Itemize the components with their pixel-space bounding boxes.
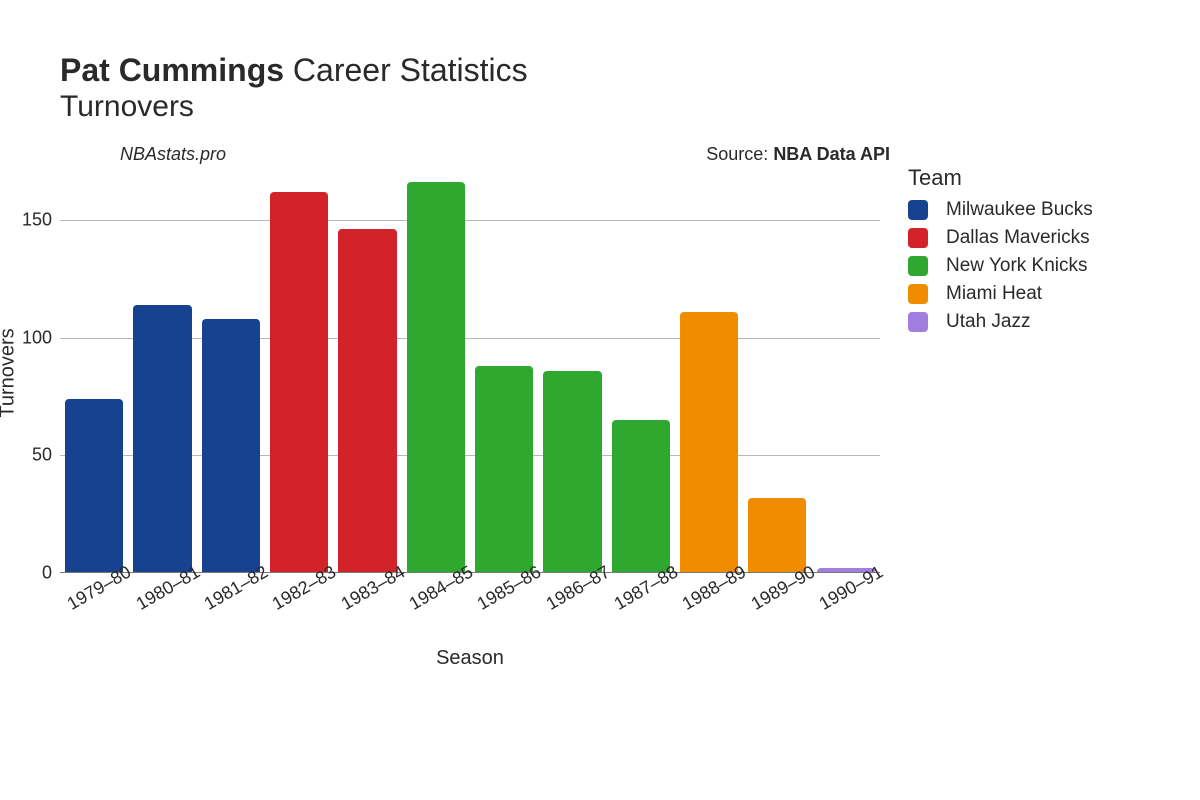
- chart-wrap: Turnovers 050100150 1979–801980–811981–8…: [60, 173, 1160, 670]
- legend-label: Miami Heat: [946, 283, 1042, 305]
- legend-swatch: [908, 200, 928, 220]
- bar: [407, 182, 465, 573]
- bar: [680, 312, 738, 573]
- chart-subtitle: Turnovers: [60, 90, 1160, 124]
- legend-swatch: [908, 312, 928, 332]
- title-block: Pat Cummings Career Statistics Turnovers: [60, 50, 1160, 124]
- legend-items: Milwaukee Bucks Dallas Mavericks New York …: [908, 199, 1093, 333]
- y-tick-label: 0: [42, 563, 60, 584]
- chart-container: Pat Cummings Career Statistics Turnovers…: [0, 0, 1200, 710]
- legend: Team Milwaukee Bucks Dallas Mavericks New …: [908, 165, 1093, 339]
- y-axis-label: Turnovers: [0, 328, 20, 417]
- bar-slot: [60, 399, 128, 573]
- attribution-row: NBAstats.pro Source: NBA Data API: [60, 144, 890, 165]
- source-label: Source:: [706, 144, 773, 164]
- legend-item: Dallas Mavericks: [908, 227, 1093, 249]
- bar: [202, 319, 260, 573]
- legend-swatch: [908, 256, 928, 276]
- title-line-1: Pat Cummings Career Statistics: [60, 50, 1160, 90]
- source-block: Source: NBA Data API: [706, 144, 890, 165]
- bar: [65, 399, 123, 573]
- bar-slot: [607, 420, 675, 573]
- y-tick-label: 50: [32, 445, 60, 466]
- title-suffix: Career Statistics: [284, 52, 528, 88]
- y-tick-label: 150: [22, 210, 60, 231]
- legend-label: Milwaukee Bucks: [946, 199, 1093, 221]
- bars-group: [60, 173, 880, 573]
- bar-slot: [743, 498, 811, 573]
- source-name: NBA Data API: [773, 144, 890, 164]
- bar-slot: [402, 182, 470, 573]
- bar: [338, 229, 396, 573]
- player-name: Pat Cummings: [60, 52, 284, 88]
- x-axis-label: Season: [60, 647, 880, 670]
- legend-item: Milwaukee Bucks: [908, 199, 1093, 221]
- legend-item: New York Knicks: [908, 255, 1093, 277]
- bar-slot: [538, 371, 606, 573]
- bar-slot: [197, 319, 265, 573]
- bar: [612, 420, 670, 573]
- bar: [543, 371, 601, 573]
- legend-title: Team: [908, 165, 1093, 191]
- legend-swatch: [908, 284, 928, 304]
- legend-item: Miami Heat: [908, 283, 1093, 305]
- x-ticks: 1979–801980–811981–821982–831983–841984–…: [60, 573, 880, 643]
- legend-label: Utah Jazz: [946, 311, 1030, 333]
- bar-slot: [470, 366, 538, 573]
- bar: [133, 305, 191, 573]
- bar: [748, 498, 806, 573]
- legend-label: New York Knicks: [946, 255, 1088, 277]
- bar-slot: [265, 192, 333, 573]
- legend-swatch: [908, 228, 928, 248]
- bar: [270, 192, 328, 573]
- bar-slot: [675, 312, 743, 573]
- legend-item: Utah Jazz: [908, 311, 1093, 333]
- chart-region: Turnovers 050100150 1979–801980–811981–8…: [60, 173, 880, 670]
- legend-label: Dallas Mavericks: [946, 227, 1090, 249]
- bar: [475, 366, 533, 573]
- bar-slot: [333, 229, 401, 573]
- plot-area: Turnovers 050100150: [60, 173, 880, 573]
- bar-slot: [128, 305, 196, 573]
- site-credit: NBAstats.pro: [120, 144, 226, 165]
- y-tick-label: 100: [22, 327, 60, 348]
